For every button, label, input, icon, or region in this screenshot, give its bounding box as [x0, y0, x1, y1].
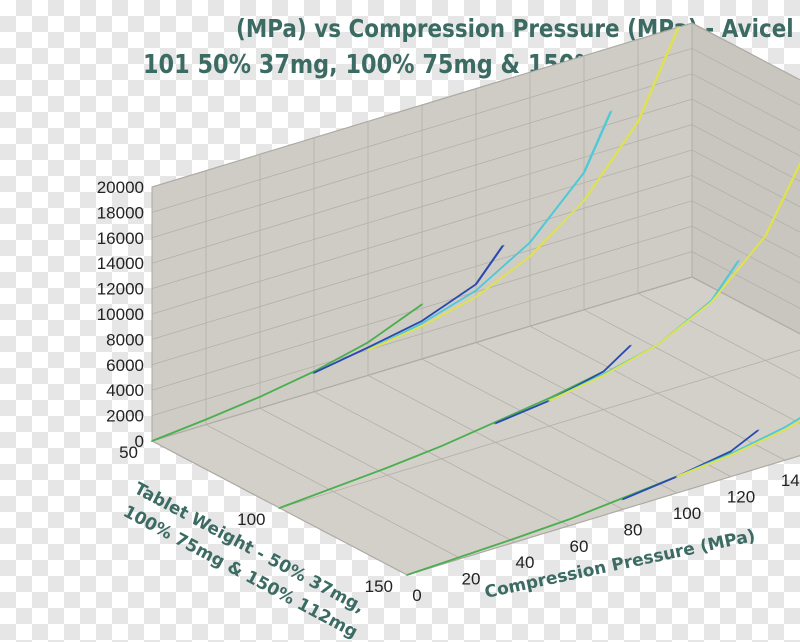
z-tick-label: 8000	[106, 330, 144, 349]
z-tick-label: 20000	[97, 178, 144, 197]
x-tick-label: 0	[412, 586, 421, 605]
series-line-1	[314, 244, 505, 373]
z-tick-label: 10000	[97, 305, 144, 324]
series-line-2	[368, 110, 613, 350]
x-tick-label: 20	[462, 570, 481, 589]
z-tick-label: 14000	[97, 254, 144, 273]
grid-line-z	[151, 22, 800, 188]
series-line-11	[678, 420, 800, 477]
grid-line-z	[151, 73, 800, 239]
x-tick-label: 120	[727, 488, 755, 507]
chart-ticks: 0 2000 4000 6000 8000 10000 12000 14000 16000 180…	[97, 178, 800, 605]
y-tick-label: 100	[237, 510, 265, 529]
z-tick-label: 12000	[97, 280, 144, 299]
grid-line-z	[151, 98, 800, 264]
z-tick-label: 18000	[97, 203, 144, 222]
x-tick-label: 40	[516, 553, 535, 572]
y-tick-label: 150	[365, 577, 393, 596]
chart-lines	[150, 26, 800, 577]
x-tick-label: 140	[781, 471, 800, 490]
x-tick-label: 60	[570, 537, 589, 556]
grid-line-y	[406, 455, 800, 576]
grid-line-z	[151, 276, 800, 442]
grid-line-z	[151, 200, 800, 366]
z-tick-label: 0	[135, 432, 144, 451]
grid-line-y	[279, 349, 800, 509]
x-tick-label: 100	[673, 504, 701, 523]
series-line-7	[550, 164, 800, 401]
grid-line-z	[151, 47, 800, 213]
series-line-0	[153, 303, 424, 441]
x-tick-label: 80	[624, 520, 643, 539]
grid-line-z	[151, 124, 800, 289]
z-tick-label: 4000	[106, 381, 144, 400]
z-tick-label: 2000	[106, 407, 144, 426]
grid-line-z	[151, 174, 800, 340]
series-line-4	[280, 370, 605, 508]
grid-line-z	[151, 225, 800, 391]
grid-line-z	[151, 149, 800, 315]
series-line-10	[678, 417, 800, 477]
y-tick-label: 50	[119, 443, 138, 462]
z-tick-label: 16000	[97, 229, 144, 248]
series-line-5	[496, 344, 633, 424]
series-line-3	[368, 26, 681, 350]
z-tick-label: 6000	[106, 356, 144, 375]
series-line-9	[624, 429, 760, 499]
